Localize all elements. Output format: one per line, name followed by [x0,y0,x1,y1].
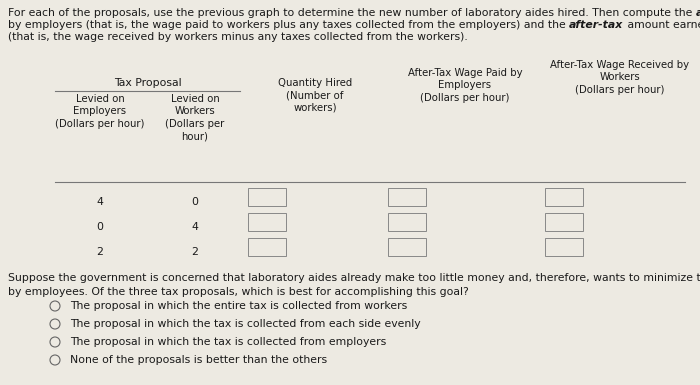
Text: 4: 4 [192,222,198,232]
Text: after-tax: after-tax [569,20,624,30]
Bar [248,188,286,206]
Text: 0: 0 [192,197,199,207]
Bar [545,213,583,231]
Text: The proposal in which the tax is collected from employers: The proposal in which the tax is collect… [70,337,386,347]
Text: Levied on
Workers
(Dollars per
hour): Levied on Workers (Dollars per hour) [165,94,225,141]
Text: The proposal in which the tax is collected from each side evenly: The proposal in which the tax is collect… [70,319,421,329]
Text: For each of the proposals, use the previous graph to determine the new number of: For each of the proposals, use the previ… [8,8,696,18]
Bar [388,188,426,206]
Text: amount earned by laboratory aides: amount earned by laboratory aides [624,20,700,30]
Text: Tax Proposal: Tax Proposal [113,78,181,88]
Bar [545,238,583,256]
Text: 2: 2 [192,247,198,257]
Text: 4: 4 [97,197,104,207]
Text: Levied on
Employers
(Dollars per hour): Levied on Employers (Dollars per hour) [55,94,145,129]
Text: (that is, the wage received by workers minus any taxes collected from the worker: (that is, the wage received by workers m… [8,32,468,42]
Bar [388,213,426,231]
Text: After-Tax Wage Received by
Workers
(Dollars per hour): After-Tax Wage Received by Workers (Doll… [550,60,690,95]
Bar [545,188,583,206]
Text: Suppose the government is concerned that laboratory aides already make too littl: Suppose the government is concerned that… [8,273,700,283]
Text: None of the proposals is better than the others: None of the proposals is better than the… [70,355,327,365]
Text: 0: 0 [97,222,104,232]
Text: After-Tax Wage Paid by
Employers
(Dollars per hour): After-Tax Wage Paid by Employers (Dollar… [407,68,522,103]
Text: 2: 2 [97,247,104,257]
Bar [248,213,286,231]
Text: The proposal in which the entire tax is collected from workers: The proposal in which the entire tax is … [70,301,407,311]
Text: Quantity Hired
(Number of
workers): Quantity Hired (Number of workers) [278,78,352,113]
Bar [248,238,286,256]
Text: after-tax: after-tax [696,8,700,18]
Bar [388,238,426,256]
Text: by employers (that is, the wage paid to workers plus any taxes collected from th: by employers (that is, the wage paid to … [8,20,569,30]
Text: by employees. Of the three tax proposals, which is best for accomplishing this g: by employees. Of the three tax proposals… [8,287,469,297]
